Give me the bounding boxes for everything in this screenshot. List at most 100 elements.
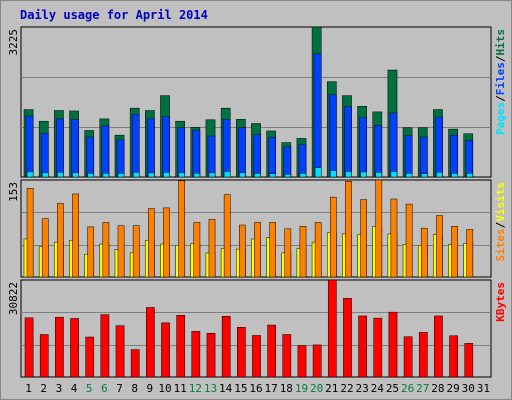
bar-files [283,146,292,178]
x-tick-label: 2 [40,382,47,395]
x-tick-label: 23 [356,382,369,395]
bar-files [313,53,322,178]
legend-part: / [494,55,507,62]
x-tick-label: 31 [477,382,490,395]
bar-kbytes [297,345,307,378]
bar-sites [223,194,231,278]
bar-files [131,113,140,178]
bar-kbytes [464,343,474,378]
panel-legend-label: KBytes [494,282,507,322]
x-tick-label: 6 [101,382,108,395]
bar-pages [41,172,49,178]
bar-sites [329,196,337,278]
legend-part: Files [494,62,507,95]
bar-kbytes [282,334,292,378]
x-tick-label: 19 [295,382,308,395]
legend-part: Pages [494,102,507,135]
bar-sites [178,180,186,278]
x-tick-label: 13 [204,382,217,395]
bar-files [101,125,110,178]
x-tick-label: 26 [401,382,414,395]
bar-files [56,118,64,178]
bar-pages [26,171,34,178]
bar-pages [148,172,155,178]
bar-pages [193,173,201,178]
bar-pages [102,173,110,178]
bar-kbytes [388,311,398,378]
panel-legend-label: Pages/Files/Hits [494,29,507,135]
bar-files [86,136,95,178]
bar-files [207,135,216,178]
y-max-label: 153 [7,182,20,202]
x-tick-label: 12 [189,382,202,395]
bar-files [435,116,443,178]
panel-legend-label: Sites/Visits [494,182,507,262]
bar-files [238,127,246,178]
legend-part: Visits [494,182,507,222]
bar-sites [148,208,155,278]
bar-sites [451,226,458,278]
bar-files [147,118,155,178]
bar-pages [163,172,170,178]
x-tick-label: 30 [462,382,475,395]
bar-kbytes [55,316,64,378]
bar-kbytes [146,307,155,378]
bar-kbytes [161,322,170,378]
legend-part: Sites [494,228,507,261]
bar-sites [57,203,64,278]
bar-pages [345,171,352,178]
bar-kbytes [130,349,140,378]
bar-files [40,133,49,178]
bar-kbytes [100,314,110,378]
bar-files [192,129,201,178]
bar-kbytes [24,317,34,378]
bar-sites [87,226,95,278]
legend-part: / [494,221,507,228]
bar-pages [117,173,125,178]
bar-kbytes [85,336,95,378]
x-tick-label: 18 [280,382,293,395]
y-max-label: 3225 [7,29,20,56]
bar-kbytes [373,317,383,378]
bar-sites [254,222,261,278]
bar-kbytes [449,335,458,378]
bar-kbytes [434,315,443,378]
x-tick-label: 8 [131,382,138,395]
bar-files [344,106,352,178]
bar-files [450,134,458,178]
bar-pages [390,171,398,178]
bar-kbytes [237,327,246,378]
x-tick-label: 14 [219,382,233,395]
x-tick-label: 4 [71,382,78,395]
bar-sites [299,226,307,278]
bar-pages [223,171,231,178]
bar-pages [314,167,322,178]
bar-sites [405,203,413,278]
bar-files [465,140,474,178]
x-tick-label: 1 [25,382,32,395]
bar-kbytes [358,315,367,378]
bar-kbytes [418,332,428,378]
bar-pages [239,172,246,178]
x-tick-label: 28 [431,382,444,395]
x-tick-label: 3 [56,382,63,395]
bar-pages [466,173,474,178]
x-tick-label: 25 [386,382,399,395]
y-max-label: 30822 [7,282,20,315]
bar-sites [26,187,34,278]
bar-sites [102,222,110,278]
bar-sites [163,207,170,278]
x-tick-label: 27 [416,382,429,395]
bar-pages [254,173,261,178]
bar-kbytes [403,336,413,378]
bar-pages [57,172,64,178]
x-tick-label: 24 [371,382,385,395]
bar-kbytes [327,279,337,378]
bar-sites [436,215,443,278]
bar-sites [239,224,246,278]
bar-pages [329,170,337,178]
bar-pages [269,173,276,178]
bar-sites [390,198,398,278]
x-tick-label: 7 [116,382,123,395]
